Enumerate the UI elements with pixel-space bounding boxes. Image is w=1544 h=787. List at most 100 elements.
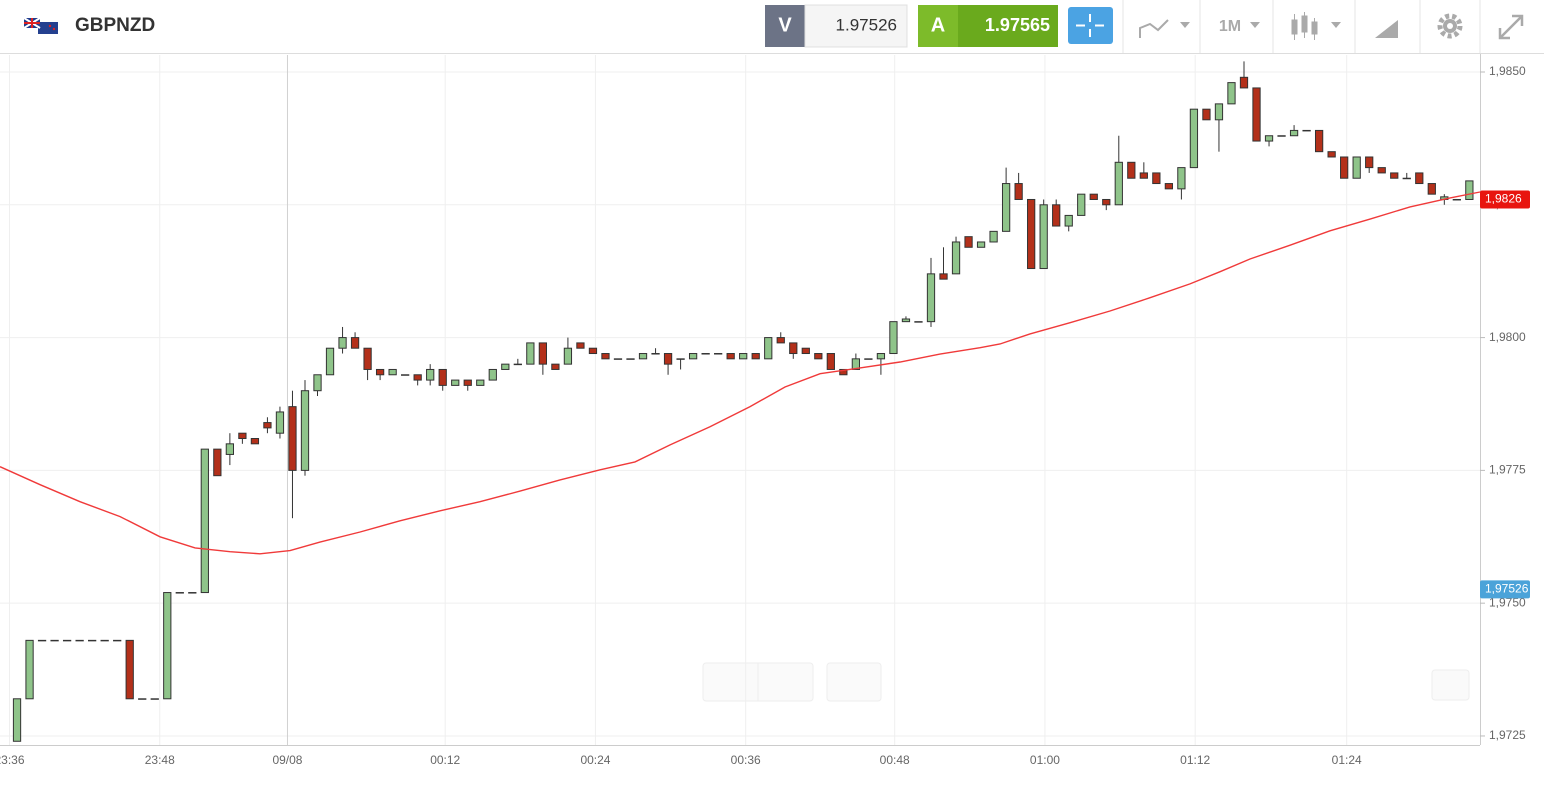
candle-body — [588, 347, 598, 355]
x-tick-label: 00:48 — [880, 753, 910, 767]
candle-body — [1177, 167, 1186, 190]
candle-body — [626, 358, 635, 360]
candle-body — [1102, 198, 1111, 206]
candle-body — [25, 639, 34, 700]
candle-body — [1327, 151, 1336, 158]
candle-body — [150, 698, 159, 700]
candle-body — [701, 353, 710, 355]
candle-body — [976, 241, 986, 248]
candle-body — [601, 353, 610, 360]
candle-body — [476, 379, 485, 386]
candle-body — [1139, 172, 1148, 179]
settings-button[interactable] — [1437, 13, 1463, 39]
candle-body — [263, 422, 272, 429]
candle-body — [751, 353, 760, 360]
candle-body — [576, 342, 585, 349]
candle-body — [1127, 161, 1136, 179]
indicator-button[interactable] — [1139, 19, 1190, 38]
candle-body — [1152, 172, 1161, 185]
candle-body — [826, 353, 835, 370]
candle-body — [300, 390, 310, 471]
chart-type-button[interactable] — [1291, 12, 1341, 40]
x-tick-label: 01:00 — [1030, 753, 1060, 767]
candle-body — [551, 363, 560, 370]
candle-body — [1027, 198, 1036, 270]
candle-body — [1402, 177, 1411, 180]
price-tag-label: 1,97526 — [1485, 582, 1529, 596]
candle-body — [200, 448, 209, 594]
candle-body — [1089, 193, 1098, 200]
candle-body — [801, 347, 810, 355]
sell-label: V — [778, 14, 792, 36]
crosshair-button[interactable] — [1068, 7, 1113, 44]
candle-body — [714, 353, 723, 355]
candle-body — [225, 443, 234, 455]
candle-body — [538, 342, 548, 365]
candle-body — [1377, 167, 1386, 174]
candle-body — [926, 273, 936, 323]
candle-body — [463, 379, 472, 386]
candle-body — [1289, 129, 1299, 137]
price-tag — [1480, 190, 1530, 209]
candle-body — [426, 368, 435, 381]
candle-body — [651, 353, 660, 355]
candle-body — [37, 639, 47, 642]
x-tick-label: 09/08 — [272, 753, 302, 767]
candle-body — [62, 639, 72, 642]
candle-body — [964, 236, 973, 248]
candle-body — [113, 639, 122, 642]
candle-body — [12, 698, 22, 742]
buy-label: A — [931, 14, 945, 36]
candle-body — [526, 342, 535, 365]
fullscreen-button[interactable] — [1498, 14, 1524, 40]
candle-body — [1415, 172, 1424, 185]
candle-body — [488, 368, 497, 381]
candle-body — [688, 353, 698, 360]
sell-button[interactable] — [765, 5, 805, 47]
candle-body — [325, 347, 335, 376]
candle-body — [726, 353, 735, 360]
candle-body — [1427, 183, 1436, 195]
candle-body — [889, 321, 898, 355]
x-tick-label: 23:48 — [145, 753, 175, 767]
candle-body — [175, 592, 184, 594]
candle-body — [413, 374, 422, 381]
candle-body — [501, 363, 510, 370]
candle-body — [814, 353, 823, 360]
candle-body — [1114, 161, 1123, 206]
candle-body — [388, 368, 397, 376]
candle-body — [1252, 87, 1261, 142]
sell-price-box[interactable] — [804, 4, 908, 48]
price-tag — [1480, 580, 1530, 599]
candle-body — [851, 358, 861, 370]
candle-body — [1239, 76, 1249, 89]
x-tick-label: 23:36 — [0, 753, 25, 767]
candle-body — [1302, 129, 1311, 132]
candle-body — [764, 337, 773, 360]
toolbar-dividers — [1122, 0, 1481, 53]
candle-body — [313, 374, 322, 392]
timeframe-caret — [1250, 22, 1260, 28]
moving-average — [0, 191, 1481, 555]
candle-body — [100, 639, 109, 642]
candle-body — [513, 363, 522, 366]
candle-body — [1189, 108, 1199, 169]
candle-body — [1202, 108, 1211, 121]
candle-body — [776, 337, 785, 344]
candle-body — [876, 353, 886, 360]
candle-body — [901, 318, 911, 323]
candle-body — [275, 411, 285, 434]
candle-body — [939, 273, 948, 280]
drawing-button[interactable] — [1375, 20, 1398, 38]
candle-body — [676, 358, 685, 360]
timeframe[interactable]: 1M — [1219, 18, 1241, 35]
sell-price: 1.97526 — [836, 15, 897, 34]
candle-body — [401, 374, 410, 376]
candle-body — [951, 241, 961, 275]
candle-body — [350, 337, 360, 349]
candle-body — [1014, 183, 1023, 200]
candle-body — [1001, 183, 1011, 232]
candle-body — [839, 368, 848, 376]
candle-body — [1465, 180, 1474, 200]
